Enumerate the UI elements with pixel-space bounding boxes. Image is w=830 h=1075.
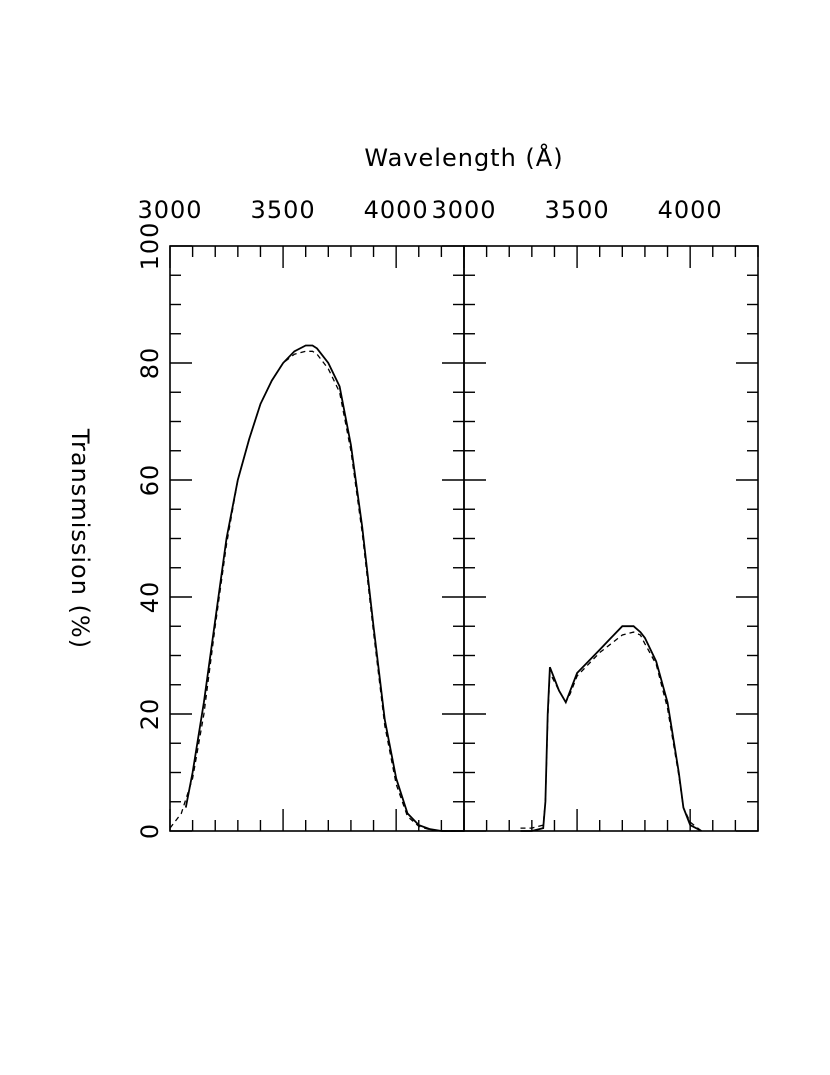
x-axis-label: Wavelength (Å)	[364, 143, 563, 172]
y-tick-label: 80	[136, 347, 164, 380]
panel-right: 3000 3500 4000	[431, 196, 759, 832]
series-line-dashed	[520, 631, 702, 832]
y-tick-label: 60	[136, 464, 164, 497]
y-tick-label: 20	[136, 698, 164, 731]
x-tick-label: 4000	[364, 196, 429, 224]
plot-frame	[169, 245, 465, 832]
plot-frame	[463, 245, 759, 832]
y-tick-label: 0	[136, 823, 164, 839]
x-tick-label: 3000	[137, 196, 202, 224]
y-axis-label: Transmission (%)	[66, 428, 94, 649]
x-tick-label: 3500	[251, 196, 316, 224]
x-tick-label: 4000	[658, 196, 723, 224]
y-tick-label: 40	[136, 581, 164, 614]
y-tick-label: 100	[136, 222, 164, 271]
series-line-dashed	[169, 350, 464, 832]
series-line-solid	[184, 344, 464, 832]
x-tick-label: 3500	[545, 196, 610, 224]
x-tick-label: 3000	[431, 196, 496, 224]
